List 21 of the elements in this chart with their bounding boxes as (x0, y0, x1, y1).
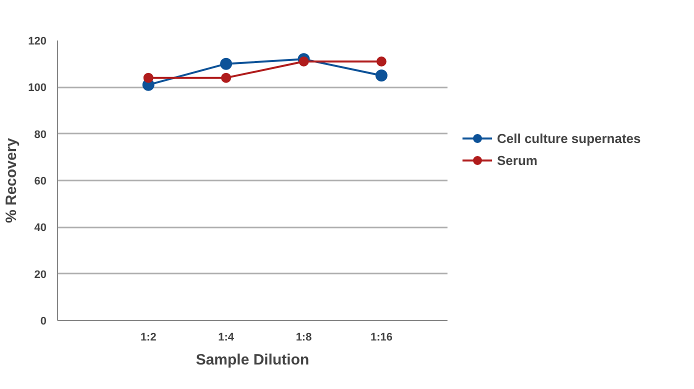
y-tick-label: 60 (34, 176, 47, 188)
point (375, 70, 388, 82)
point (298, 56, 309, 66)
point (143, 72, 154, 83)
y-axis-title: % Recovery (3, 137, 20, 224)
point (220, 58, 232, 70)
y-tick-label: 120 (28, 36, 47, 48)
legend-label: Cell culture supernates (497, 130, 641, 146)
point (221, 72, 232, 83)
y-tick-label: 20 (34, 268, 47, 281)
x-axis-title: Sample Dilution (196, 352, 310, 368)
x-tick-label: 1:4 (218, 332, 235, 344)
legend-label: Serum (497, 152, 538, 168)
y-tick-label: 100 (28, 82, 47, 94)
x-tick-label: 1:16 (370, 332, 392, 344)
y-tick-label: 40 (34, 222, 47, 234)
x-tick-label: 1:2 (140, 332, 156, 344)
y-tick-label: 0 (40, 316, 47, 328)
y-tick-label: 80 (34, 128, 47, 141)
x-tick-label: 1:8 (296, 332, 312, 344)
point (376, 56, 386, 66)
